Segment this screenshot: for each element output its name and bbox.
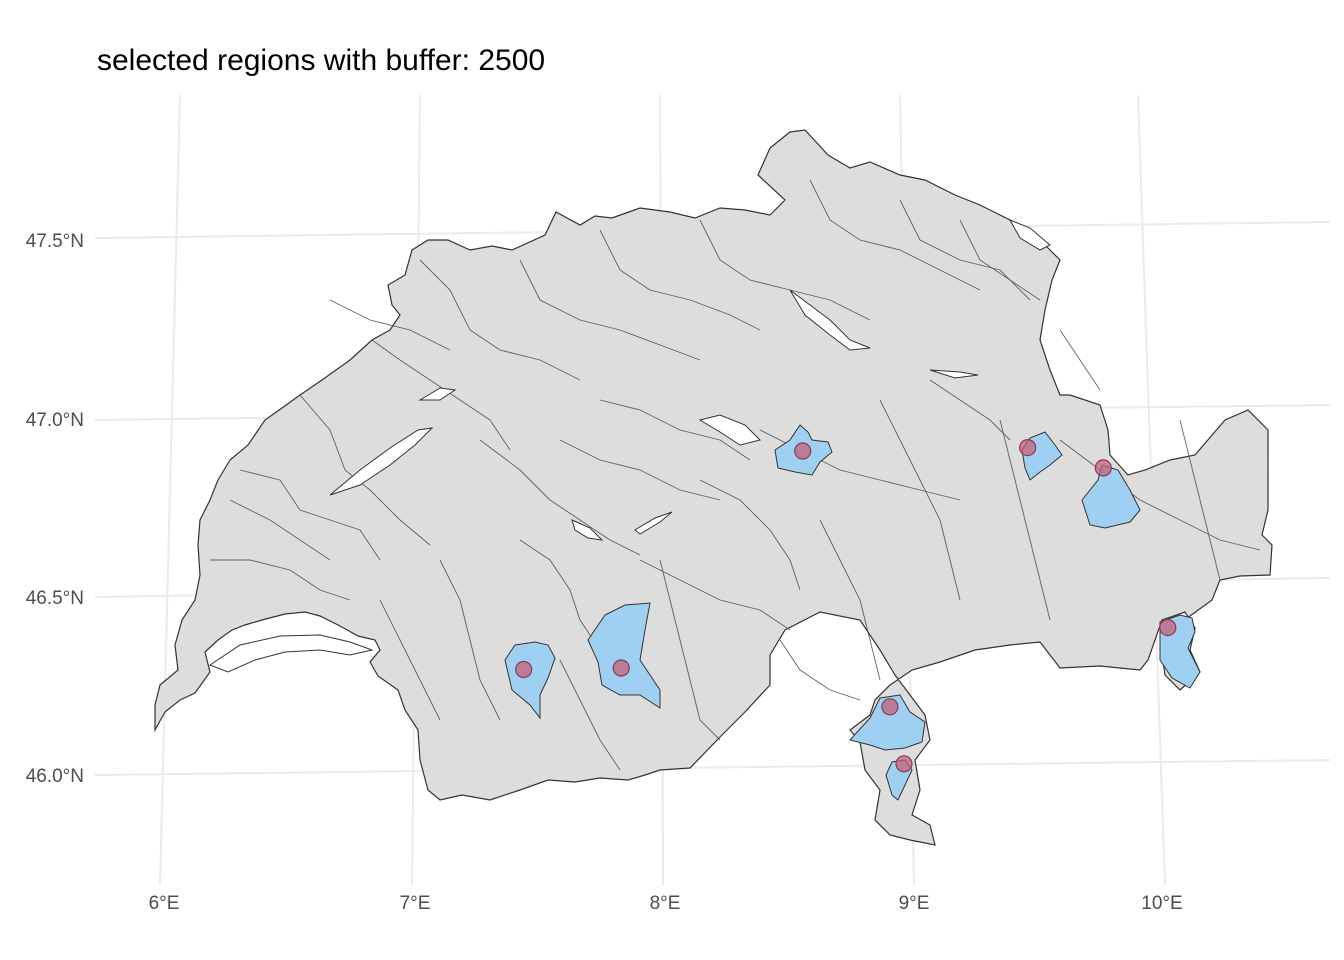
selected-point-6 xyxy=(1159,618,1177,637)
selected-point-3 xyxy=(1094,459,1112,477)
lake-neuchatel xyxy=(329,427,434,496)
switzerland-land xyxy=(154,129,1273,846)
lat-tick-46-5: 46.5°N xyxy=(26,588,84,609)
grid-lon-6 xyxy=(159,94,181,886)
selected-point-7 xyxy=(881,698,899,716)
grid-lat-46-0 xyxy=(94,759,1331,776)
lon-tick-7: 7°E xyxy=(400,893,431,914)
lake-brienz xyxy=(634,511,673,535)
lake-lucerne xyxy=(698,414,761,446)
lon-tick-8: 8°E xyxy=(650,893,681,914)
lake-zurich xyxy=(789,289,871,351)
lat-tick-47-5: 47.5°N xyxy=(26,231,84,252)
lon-tick-6: 6°E xyxy=(149,893,180,914)
municipality-borders xyxy=(210,179,1261,771)
selected-point-8 xyxy=(895,755,913,773)
lake-constance xyxy=(1008,219,1051,251)
lake-biel xyxy=(418,387,457,401)
lake-walen xyxy=(929,369,979,379)
selected-region-4 xyxy=(504,641,556,720)
lat-tick-47-0: 47.0°N xyxy=(26,410,84,431)
selected-point-5 xyxy=(612,659,630,677)
selected-point-1 xyxy=(794,442,812,460)
selected-region-5 xyxy=(587,602,661,709)
lon-tick-labels: 6°E 7°E 8°E 9°E 10°E xyxy=(149,893,1183,914)
lon-tick-9: 9°E xyxy=(899,893,930,914)
lon-tick-10: 10°E xyxy=(1141,893,1182,914)
selected-points xyxy=(515,439,1177,773)
selected-point-2 xyxy=(1019,439,1037,457)
selected-region-7 xyxy=(849,694,926,751)
selected-point-4 xyxy=(515,660,533,679)
map-title: selected regions with buffer: 2500 xyxy=(97,44,546,77)
selected-regions xyxy=(504,424,1201,801)
lake-thun xyxy=(571,519,604,541)
lat-tick-46-0: 46.0°N xyxy=(26,766,84,787)
lat-tick-labels: 47.5°N 47.0°N 46.5°N 46.0°N xyxy=(26,231,84,787)
lakes xyxy=(208,219,1051,673)
lake-geneva xyxy=(208,634,374,673)
